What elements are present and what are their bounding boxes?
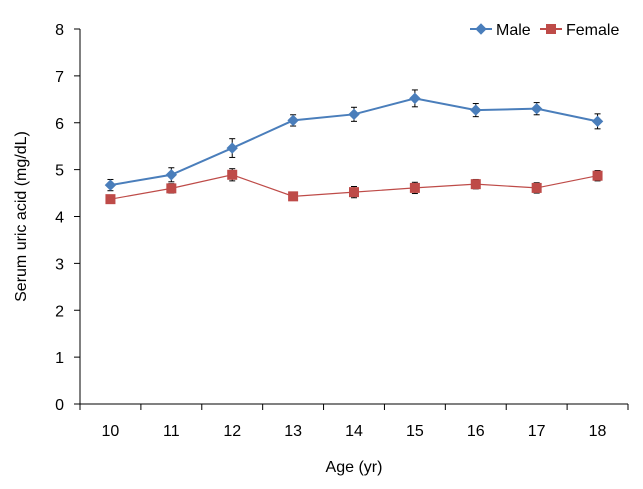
data-point-female — [470, 179, 481, 190]
y-tick-label: 6 — [55, 116, 64, 133]
y-tick-label: 7 — [55, 69, 64, 86]
data-point-male — [470, 104, 482, 116]
y-tick-label: 4 — [55, 210, 64, 227]
series-male — [104, 89, 604, 192]
data-point-male — [530, 102, 543, 115]
data-point-male — [104, 179, 117, 191]
data-point-male — [348, 108, 360, 121]
data-point-male — [226, 142, 238, 154]
y-tick-label: 2 — [55, 303, 64, 320]
data-point-female — [105, 194, 116, 205]
x-tick-label: 18 — [589, 423, 607, 440]
data-point-female — [592, 170, 603, 181]
data-point-female — [531, 182, 542, 193]
y-tick-label: 0 — [55, 397, 64, 414]
y-tick-label: 1 — [55, 350, 64, 367]
data-point-male — [165, 169, 178, 181]
legend-label: Male — [496, 22, 531, 39]
legend-item-female: Female — [540, 22, 619, 39]
data-point-female — [227, 169, 238, 180]
data-point-female — [166, 183, 177, 194]
y-tick-label: 3 — [55, 256, 64, 273]
x-tick-label: 11 — [163, 423, 180, 440]
data-point-female — [349, 187, 359, 198]
data-point-male — [409, 92, 421, 105]
series-female — [105, 168, 603, 205]
y-tick-label: 5 — [55, 163, 64, 180]
x-tick-label: 16 — [467, 423, 485, 440]
x-tick-label: 14 — [345, 423, 363, 440]
legend-marker — [546, 24, 556, 34]
legend-marker — [475, 23, 487, 35]
x-tick-label: 15 — [406, 423, 424, 440]
data-point-male — [287, 114, 299, 127]
legend-label: Female — [566, 22, 619, 39]
y-axis-title: Serum uric acid (mg/dL) — [13, 131, 30, 302]
x-tick-label: 17 — [528, 423, 546, 440]
x-tick-label: 13 — [284, 423, 302, 440]
legend: Male Female — [470, 22, 619, 39]
data-point-female — [288, 191, 299, 202]
x-tick-label: 12 — [223, 423, 241, 440]
x-tick-label: 10 — [102, 423, 120, 440]
y-tick-label: 8 — [55, 22, 64, 39]
data-point-female — [409, 182, 420, 193]
x-axis-title: Age (yr) — [326, 459, 383, 476]
legend-item-male: Male — [470, 22, 531, 39]
series-layer — [104, 89, 604, 205]
data-point-male — [591, 115, 604, 128]
